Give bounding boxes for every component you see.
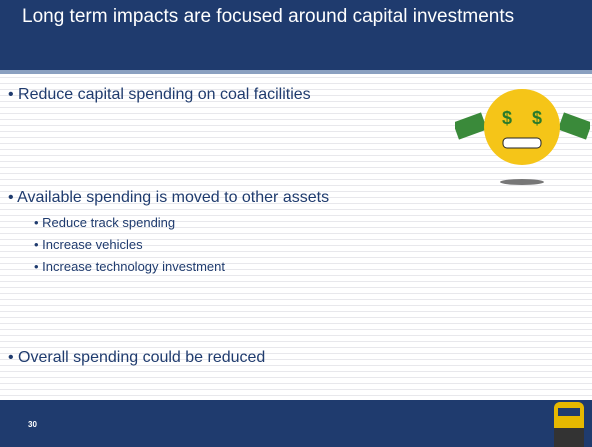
bullet-text: Increase vehicles [42,237,143,252]
svg-text:$: $ [532,108,542,128]
bullet-marker: • [8,86,19,103]
bullet-marker: • [34,215,43,230]
bullet: • Available spending is moved to other a… [8,189,329,207]
bullet-marker: • [8,349,19,366]
bullet-text: Available spending is moved to other ass… [17,189,330,206]
bullet-marker: • [8,189,18,206]
sub-bullet: • Increase technology investment [34,259,225,274]
sub-bullet: • Increase vehicles [34,237,143,252]
bullet-text: Overall spending could be reduced [18,349,266,366]
sub-bullet: • Reduce track spending [34,215,175,230]
bullet: • Reduce capital spending on coal facili… [8,86,311,104]
bullet-text: Increase technology investment [42,259,225,274]
footer-bar [0,400,592,447]
page-number: 30 [28,420,37,429]
svg-text:$: $ [502,108,512,128]
emoji-icon: $ $ [455,89,590,185]
train-icon [554,402,584,447]
bullet-text: Reduce capital spending on coal faciliti… [18,86,311,103]
bullet-marker: • [34,237,43,252]
bullet-marker: • [34,259,43,274]
slide-title: Long term impacts are focused around cap… [0,0,592,74]
bullet: • Overall spending could be reduced [8,349,265,367]
bullet-text: Reduce track spending [42,215,176,230]
